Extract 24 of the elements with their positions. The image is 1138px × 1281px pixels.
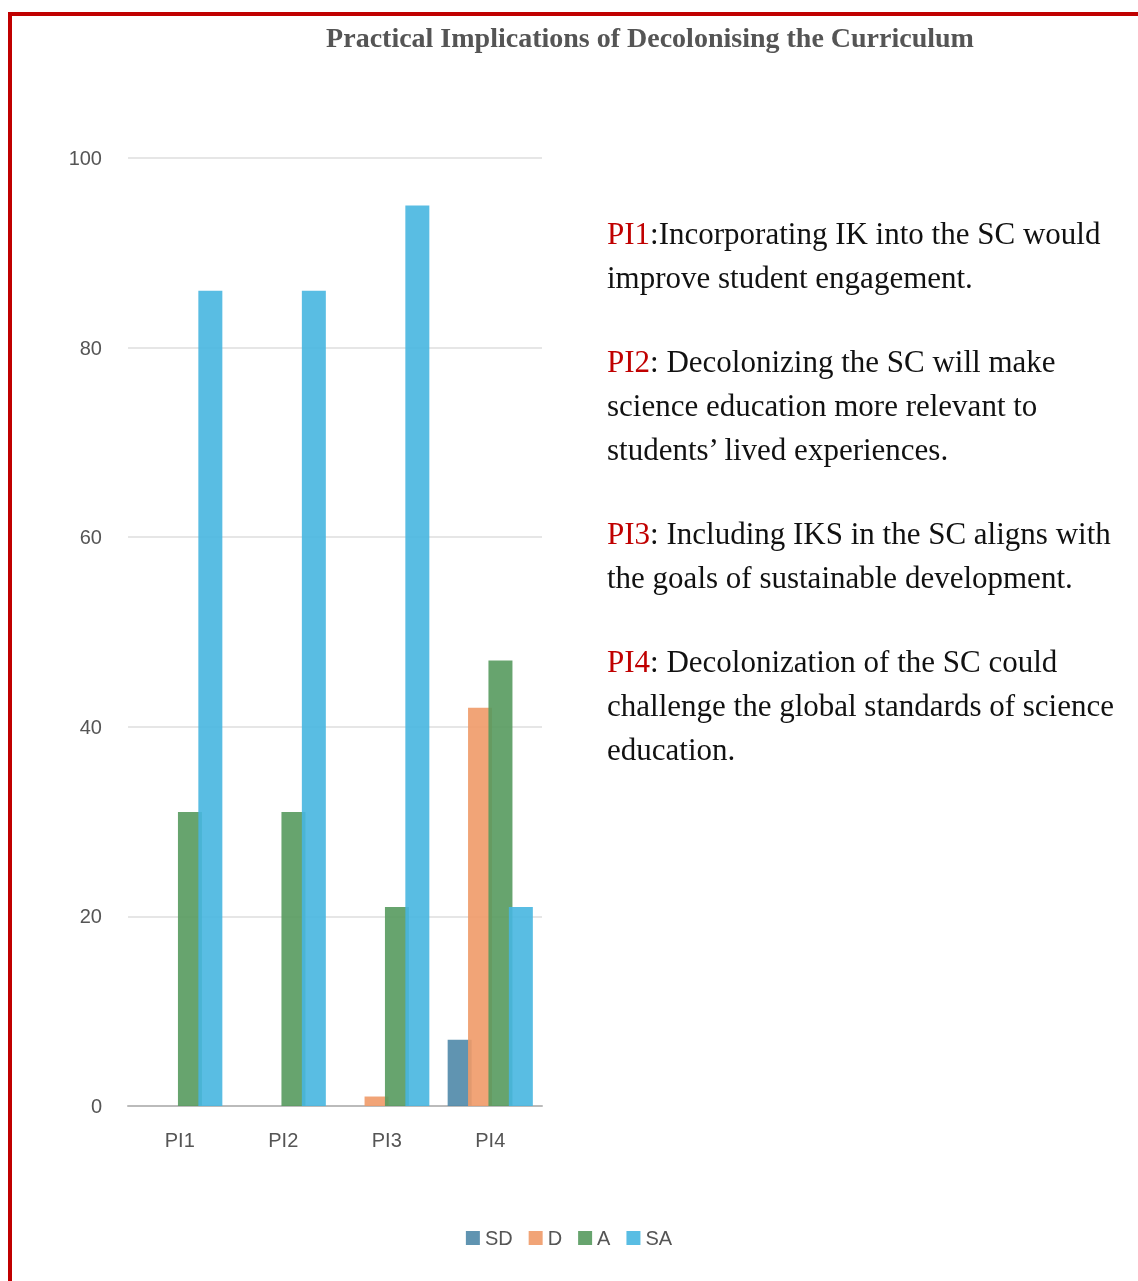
bar xyxy=(508,906,533,1106)
bar xyxy=(301,290,326,1106)
bar xyxy=(488,660,513,1106)
text: PI4: Decolonization of the SC could challenge the global standards of science education. xyxy=(607,643,1115,769)
legend-label: SD xyxy=(484,1227,513,1249)
y-tick-label: 60 xyxy=(79,526,102,549)
y-tick-label: 100 xyxy=(68,147,102,169)
legend-label: SA xyxy=(645,1227,673,1249)
y-tick-label: 20 xyxy=(79,905,102,928)
text: PI3: Including IKS in the SC aligns with the goals of sustainable development. xyxy=(607,515,1112,597)
x-tick-label: PI4 xyxy=(475,1129,506,1151)
bar xyxy=(405,205,430,1106)
text: Practical Implications of Decolonising the Curriculum xyxy=(326,21,974,53)
legend-label: D xyxy=(547,1227,563,1249)
bar xyxy=(198,290,223,1106)
y-tick-label: 0 xyxy=(90,1095,102,1117)
text: PI2: Decolonizing the SC will make science education more relevant to students’ lived experiences. xyxy=(607,343,1057,469)
x-tick-label: PI2 xyxy=(268,1129,299,1151)
y-tick-label: 80 xyxy=(79,336,102,359)
legend-label: A xyxy=(597,1227,612,1249)
x-tick-label: PI3 xyxy=(371,1129,402,1151)
y-tick-label: 40 xyxy=(79,715,102,738)
x-tick-label: PI1 xyxy=(164,1129,195,1151)
text: PI1:Incorporating IK into the SC would improve student engagement. xyxy=(607,215,1102,297)
